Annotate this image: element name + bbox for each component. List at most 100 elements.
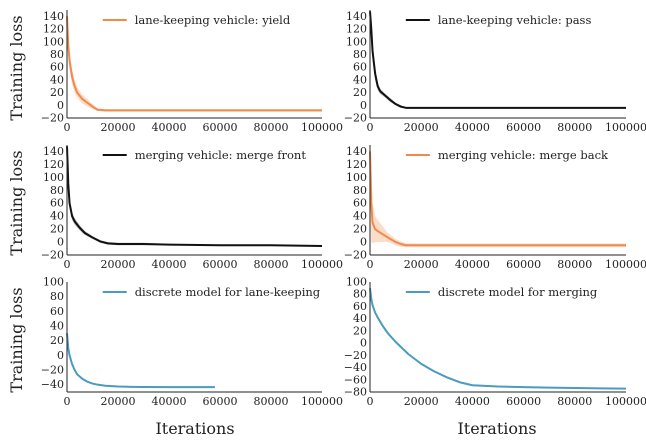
x-tick-label: 100000 (301, 121, 343, 134)
x-tick-label: 60000 (506, 121, 541, 134)
x-tick-label: 60000 (506, 258, 541, 271)
x-tick-label: 40000 (455, 258, 490, 271)
legend-label: discrete model for merging (438, 285, 598, 299)
series-line (66, 333, 215, 389)
y-tick-label: 100 (43, 35, 64, 48)
x-tick-label: 0 (367, 258, 374, 271)
y-tick-label: 100 (346, 171, 367, 184)
y-tick-label: 60 (50, 61, 64, 74)
y-tick-label: 120 (43, 23, 64, 36)
x-tick-label: 60000 (203, 395, 238, 408)
series-line (369, 11, 626, 109)
x-tick-label: 20000 (404, 258, 439, 271)
y-tick-label: 40 (50, 210, 64, 223)
series-line (369, 151, 626, 247)
x-tick-label: 80000 (557, 258, 592, 271)
y-tick-label: 60 (50, 197, 64, 210)
y-tick-label: −40 (41, 378, 64, 391)
y-tick-label: 20 (50, 86, 64, 99)
x-tick-label: 0 (64, 395, 71, 408)
y-tick-label: 40 (50, 320, 64, 333)
y-tick-label: 140 (43, 145, 64, 158)
y-axis-label-bottom: Training loss (7, 287, 26, 392)
y-tick-label: −20 (344, 249, 367, 262)
x-tick-label: 40000 (152, 258, 187, 271)
y-tick-label: 80 (50, 184, 64, 197)
y-tick-label: 20 (50, 334, 64, 347)
x-tick-label: 40000 (455, 121, 490, 134)
y-tick-label: 120 (346, 158, 367, 171)
series-line (66, 16, 322, 112)
x-tick-label: 60000 (203, 258, 238, 271)
y-tick-label: 60 (353, 300, 367, 313)
y-tick-label: 100 (43, 171, 64, 184)
y-tick-label: −20 (41, 112, 64, 125)
y-axis-label-top: Training loss (7, 15, 26, 120)
y-tick-label: 80 (353, 48, 367, 61)
y-tick-label: 40 (353, 210, 367, 223)
y-tick-label: 60 (353, 61, 367, 74)
y-tick-label: 100 (346, 35, 367, 48)
x-tick-label: 60000 (203, 121, 238, 134)
y-tick-label: 0 (57, 99, 64, 112)
x-tick-label: 100000 (605, 395, 646, 408)
x-tick-label: 80000 (254, 258, 289, 271)
y-tick-label: −20 (41, 249, 64, 262)
x-tick-label: 20000 (404, 121, 439, 134)
x-tick-label: 80000 (254, 121, 289, 134)
y-tick-label: 60 (50, 305, 64, 318)
y-axis-label-middle: Training loss (7, 150, 26, 255)
y-tick-label: 20 (50, 223, 64, 236)
x-tick-label: 0 (64, 258, 71, 271)
series-line (66, 146, 323, 247)
x-tick-label: 20000 (404, 395, 439, 408)
x-tick-label: 100000 (605, 258, 646, 271)
y-tick-label: −20 (344, 112, 367, 125)
y-tick-label: −80 (344, 386, 367, 399)
y-tick-label: 20 (353, 324, 367, 337)
y-tick-label: 40 (353, 73, 367, 86)
legend-label: merging vehicle: merge front (135, 148, 307, 162)
y-tick-label: 80 (50, 48, 64, 61)
y-tick-label: 60 (353, 197, 367, 210)
y-tick-label: −20 (344, 349, 367, 362)
x-tick-label: 100000 (301, 258, 343, 271)
y-tick-label: 120 (43, 158, 64, 171)
y-tick-label: 20 (353, 223, 367, 236)
x-tick-label: 0 (367, 121, 374, 134)
y-tick-label: 80 (50, 290, 64, 303)
x-tick-label: 60000 (506, 395, 541, 408)
y-tick-label: 20 (353, 86, 367, 99)
legend-label: discrete model for lane-keeping (135, 285, 321, 299)
y-tick-label: 140 (346, 145, 367, 158)
y-tick-label: 80 (353, 184, 367, 197)
x-tick-label: 80000 (557, 121, 592, 134)
x-tick-label: 40000 (455, 395, 490, 408)
y-tick-label: 0 (57, 349, 64, 362)
y-tick-label: 0 (360, 236, 367, 249)
x-tick-label: 80000 (254, 395, 289, 408)
x-tick-label: 40000 (152, 121, 187, 134)
x-tick-label: 80000 (557, 395, 592, 408)
y-tick-label: 40 (50, 73, 64, 86)
x-tick-label: 100000 (301, 395, 343, 408)
y-tick-label: 0 (57, 236, 64, 249)
y-tick-label: 0 (360, 337, 367, 350)
y-tick-label: 140 (43, 10, 64, 23)
x-tick-label: 40000 (152, 395, 187, 408)
y-tick-label: −20 (41, 364, 64, 377)
x-tick-label: 20000 (101, 395, 136, 408)
y-tick-label: 40 (353, 312, 367, 325)
legend-label: merging vehicle: merge back (438, 148, 609, 162)
y-tick-label: 0 (360, 99, 367, 112)
x-axis-label-right: Iterations (457, 419, 536, 438)
y-tick-label: −60 (344, 373, 367, 386)
y-tick-label: 100 (43, 276, 64, 289)
